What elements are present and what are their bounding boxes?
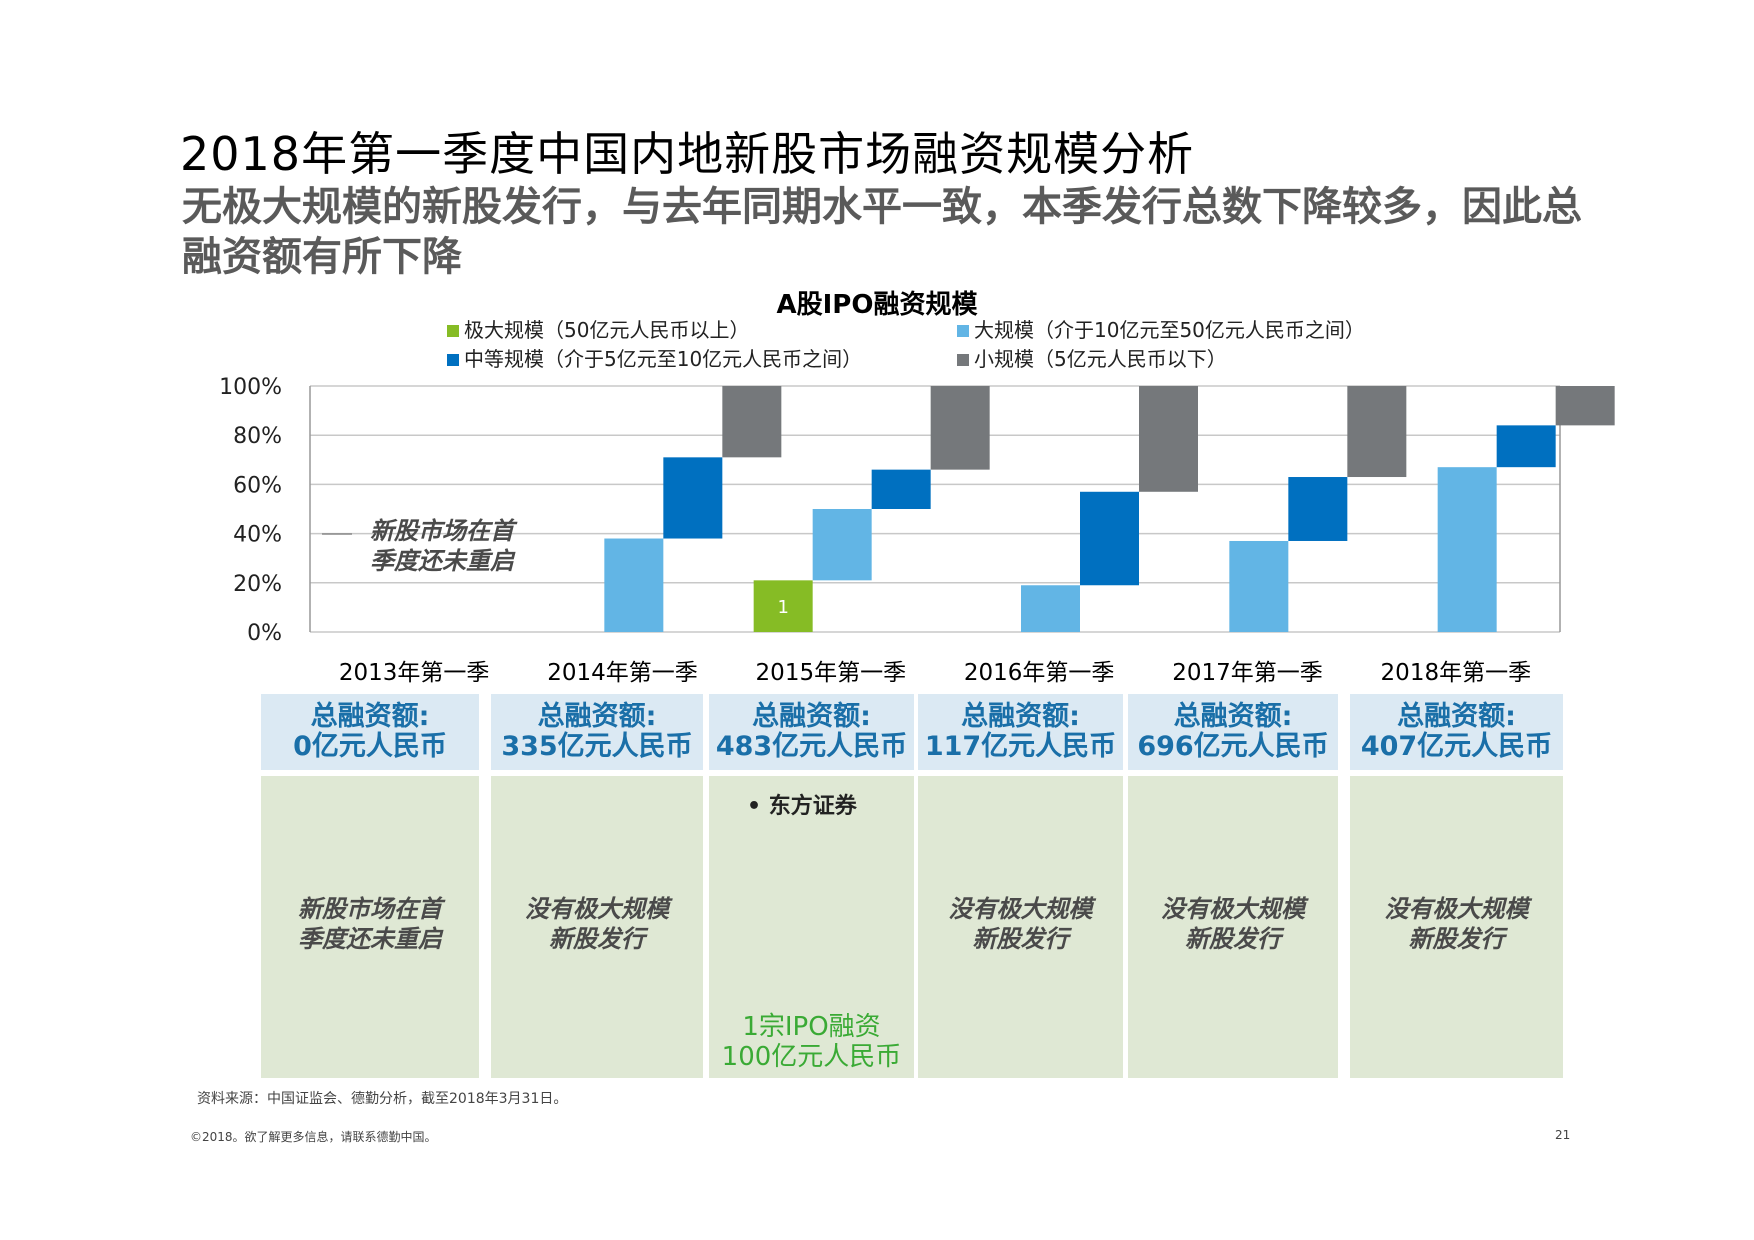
x-tick-label: 2018年第一季 (1381, 660, 1532, 686)
bar-segment (1288, 477, 1348, 541)
total-financing-box: 总融资额: 0亿元人民币 (261, 694, 479, 770)
bar-segment (1555, 386, 1615, 426)
total-financing-label: 总融资额: (961, 701, 1080, 732)
bar-segment (1139, 386, 1198, 492)
footer-copyright: ©2018。欲了解更多信息，请联系德勤中国。 (190, 1130, 437, 1144)
chart-annotation: 新股市场在首 (370, 517, 518, 545)
large-ipo-note: 1宗IPO融资 100亿元人民币 (721, 1012, 902, 1072)
total-financing-box: 总融资额: 335亿元人民币 (491, 694, 703, 770)
detail-text: 没有极大规模 新股发行 (1161, 895, 1305, 953)
x-tick-label: 2013年第一季 (339, 660, 490, 686)
bar-segment (1496, 425, 1556, 468)
legend-label: 小规模（5亿元人民币以下） (974, 347, 1227, 371)
legend-label: 极大规模（50亿元人民币以上） (464, 318, 749, 342)
bar-segment (812, 509, 872, 581)
bar-segment (871, 469, 931, 509)
total-financing-value: 117亿元人民币 (924, 731, 1117, 762)
detail-box: 新股市场在首 季度还未重启 (261, 776, 479, 1078)
total-financing-label: 总融资额: (1397, 701, 1516, 732)
bar-segment (1021, 585, 1080, 632)
legend-label: 大规模（介于10亿元至50亿元人民币之间） (974, 318, 1365, 342)
x-tick-label: 2017年第一季 (1172, 660, 1323, 686)
legend-label: 中等规模（介于5亿元至10亿元人民币之间） (464, 347, 862, 371)
page-number: 21 (1555, 1128, 1571, 1142)
bar-segment (1437, 467, 1497, 632)
total-financing-label: 总融资额: (310, 701, 430, 732)
bar-segment (663, 457, 723, 539)
legend-swatch (957, 354, 969, 366)
total-financing-box: 总融资额: 483亿元人民币 (709, 694, 914, 770)
total-financing-value: 0亿元人民币 (293, 731, 447, 762)
total-financing-box: 总融资额: 696亿元人民币 (1128, 694, 1338, 770)
y-tick-label: 0% (247, 621, 282, 646)
detail-text: 新股市场在首 季度还未重启 (298, 895, 442, 953)
bar-segment (753, 580, 813, 632)
detail-box: 没有极大规模 新股发行 (1128, 776, 1338, 1078)
detail-box: 没有极大规模 新股发行 (491, 776, 703, 1078)
x-tick-label: 2015年第一季 (756, 660, 907, 686)
detail-text: 没有极大规模 新股发行 (948, 895, 1093, 953)
bar-data-label: 1 (777, 597, 788, 618)
x-tick-label: 2014年第一季 (547, 660, 698, 686)
legend-swatch (957, 325, 969, 337)
total-financing-value: 696亿元人民币 (1137, 731, 1329, 762)
total-financing-label: 总融资额: (1173, 701, 1293, 732)
detail-box: 没有极大规模 新股发行 (918, 776, 1123, 1078)
y-tick-label: 60% (233, 473, 282, 498)
total-financing-value: 407亿元人民币 (1360, 731, 1553, 762)
source-note: 资料来源：中国证监会、德勤分析，截至2018年3月31日。 (197, 1091, 568, 1107)
legend-swatch (447, 354, 459, 366)
total-financing-value: 335亿元人民币 (501, 731, 693, 762)
y-tick-label: 40% (233, 523, 282, 548)
total-financing-label: 总融资额: (537, 701, 657, 732)
bar-segment (1229, 540, 1289, 632)
total-financing-value: 483亿元人民币 (715, 731, 908, 762)
y-tick-label: 80% (233, 424, 282, 449)
detail-text: 没有极大规模 新股发行 (525, 895, 669, 953)
page-title: 2018年第一季度中国内地新股市场融资规模分析 (180, 127, 1195, 181)
y-tick-label: 100% (219, 375, 282, 400)
y-tick-label: 20% (233, 572, 282, 597)
detail-box: • 东方证券 1宗IPO融资 100亿元人民币 (709, 776, 914, 1078)
bar-segment (1080, 491, 1139, 586)
x-tick-label: 2016年第一季 (964, 660, 1115, 686)
bar-segment (930, 386, 990, 470)
total-financing-label: 总融资额: (752, 701, 871, 732)
detail-text: 没有极大规模 新股发行 (1384, 895, 1529, 953)
chart-annotation: 季度还未重启 (370, 547, 516, 575)
legend-swatch (447, 325, 459, 337)
total-financing-box: 总融资额: 117亿元人民币 (918, 694, 1123, 770)
detail-box: 没有极大规模 新股发行 (1350, 776, 1563, 1078)
bar-segment (1347, 386, 1407, 478)
total-financing-box: 总融资额: 407亿元人民币 (1350, 694, 1563, 770)
bar-segment (722, 386, 782, 458)
page-subtitle: 无极大规模的新股发行，与去年同期水平一致，本季发行总数下降较多，因此总融资额有所… (182, 184, 1582, 280)
issuer-bullet: • 东方证券 (747, 794, 857, 819)
bar-segment (604, 538, 664, 632)
chart-title: A股IPO融资规模 (777, 290, 979, 320)
